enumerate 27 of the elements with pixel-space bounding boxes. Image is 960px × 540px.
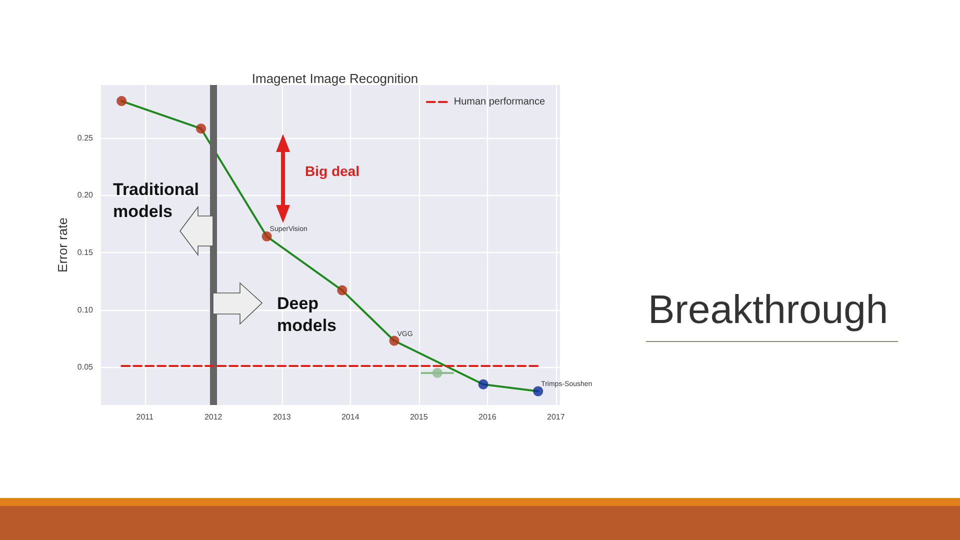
y-tick-label: 0.20 [77,190,94,200]
annotation: Deep models [277,293,338,337]
y-tick-label: 0.05 [77,362,94,372]
point [337,285,348,296]
point [116,96,127,106]
y-tick-label: 0.15 [77,248,94,257]
point [533,386,544,396]
chart-title: Imagenet Image Recognition [252,71,418,86]
y-tick-label: 0.10 [77,305,94,314]
annotation: Big deal [305,163,360,179]
x-tick-label: 2015 [410,412,428,422]
point [389,336,400,346]
x-tick-label: 2017 [546,412,566,422]
annotation: Traditional models [113,179,200,223]
x-tick-label: 2016 [478,412,497,422]
point [196,124,206,134]
text: Breakthrough [648,288,888,333]
y-tick-label: 0.25 [77,133,94,142]
x-tick-label: 2011 [136,412,154,422]
legend-label: Human performance [454,96,546,108]
point [432,368,442,378]
x-tick-label: 2014 [341,412,360,422]
y-axis-title: Error rate [55,218,70,272]
point [262,231,272,242]
x-tick-label: 2013 [272,412,292,422]
point [478,379,488,390]
x-tick-label: 2012 [204,412,223,422]
